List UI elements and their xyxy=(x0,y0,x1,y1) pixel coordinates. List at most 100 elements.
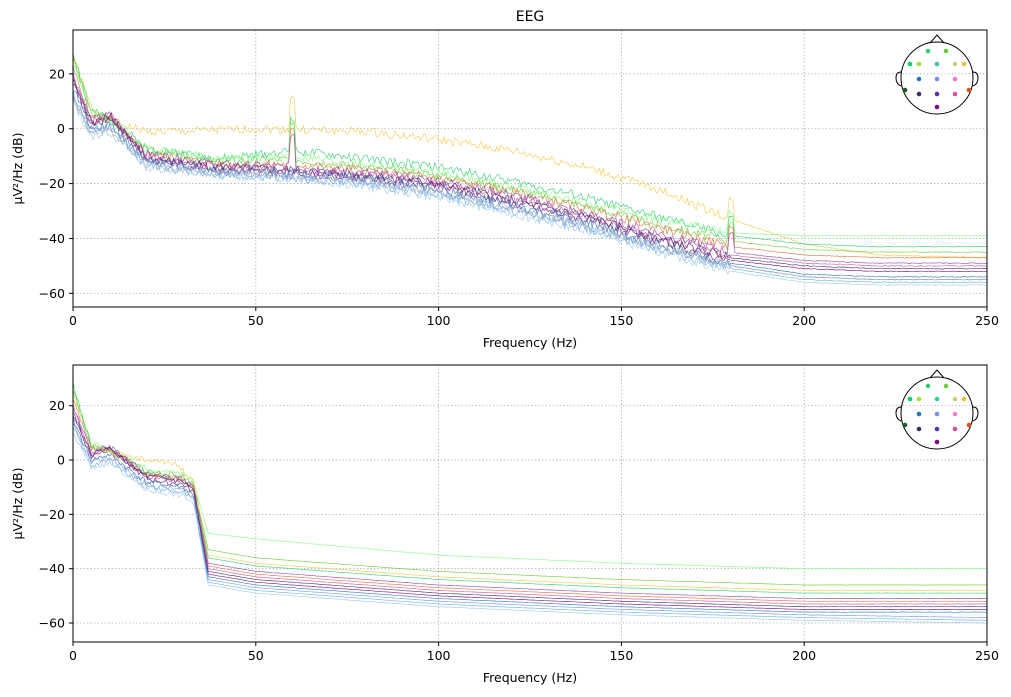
y-tick-label: 0 xyxy=(57,453,65,468)
series-line xyxy=(73,93,987,284)
sensor-dot xyxy=(934,91,940,97)
sensor-dot xyxy=(916,91,922,97)
sensor-dot xyxy=(916,61,922,67)
sensor-dot xyxy=(952,61,958,67)
y-axis-label: µV²/Hz (dB) xyxy=(10,133,25,205)
x-tick-label: 150 xyxy=(609,313,633,328)
x-tick-label: 0 xyxy=(69,313,77,328)
sensor-head-inset xyxy=(895,34,979,115)
head-ear-right xyxy=(972,71,979,87)
sensor-dot xyxy=(916,411,922,417)
x-tick-label: 50 xyxy=(248,648,264,663)
series-group xyxy=(73,381,987,624)
series-line xyxy=(73,79,987,270)
x-tick-label: 100 xyxy=(427,648,451,663)
series-line xyxy=(73,91,987,278)
axes-frame xyxy=(72,29,988,308)
x-tick-label: 150 xyxy=(609,648,633,663)
head-outline xyxy=(900,41,974,115)
sensor-dot xyxy=(952,411,958,417)
head-nose xyxy=(929,369,945,379)
series-line xyxy=(73,89,987,281)
head-nose xyxy=(929,34,945,44)
x-tick-label: 0 xyxy=(69,648,77,663)
sensor-dot xyxy=(907,396,913,402)
x-tick-label: 50 xyxy=(248,313,264,328)
y-tick-label: −40 xyxy=(39,561,65,576)
series-line xyxy=(73,404,987,600)
sensor-dot xyxy=(934,439,940,445)
series-line xyxy=(73,432,987,624)
y-tick-label: 20 xyxy=(49,398,65,413)
x-axis-label: Frequency (Hz) xyxy=(483,670,577,685)
sensor-dot xyxy=(934,61,940,67)
sensor-dot xyxy=(934,76,940,82)
series-line xyxy=(73,52,987,248)
sensor-dot xyxy=(934,396,940,402)
series-line xyxy=(73,58,987,253)
sensor-dot xyxy=(925,48,931,54)
y-tick-label: −60 xyxy=(39,286,65,301)
sensor-dot xyxy=(961,396,967,402)
series-line xyxy=(73,84,987,273)
sensor-dot xyxy=(943,48,949,54)
series-line xyxy=(73,422,987,618)
sensor-dot xyxy=(916,396,922,402)
sensor-dot xyxy=(925,383,931,389)
series-line xyxy=(73,65,987,237)
sensor-dot xyxy=(952,396,958,402)
sensor-dot xyxy=(902,87,908,93)
y-tick-label: 0 xyxy=(57,121,65,136)
sensor-dot xyxy=(952,76,958,82)
sensor-dot xyxy=(966,87,972,93)
x-tick-label: 200 xyxy=(792,313,816,328)
series-line xyxy=(73,412,987,608)
head-ear-left xyxy=(895,71,902,87)
sensor-dot xyxy=(934,104,940,110)
series-line xyxy=(73,76,987,267)
sensor-dot xyxy=(902,422,908,428)
figure-title: EEG xyxy=(516,9,545,25)
series-line xyxy=(73,426,987,621)
series-line xyxy=(73,415,987,610)
head-ear-right xyxy=(972,406,979,422)
series-line xyxy=(73,394,987,591)
sensor-dot xyxy=(961,61,967,67)
series-line xyxy=(73,408,987,605)
x-axis-label: Frequency (Hz) xyxy=(483,335,577,350)
series-line xyxy=(73,99,987,281)
sensor-head-inset xyxy=(895,369,979,450)
series-line xyxy=(73,389,987,570)
y-tick-label: −40 xyxy=(39,231,65,246)
head-outline xyxy=(900,376,974,450)
y-tick-label: −20 xyxy=(39,176,65,191)
sensor-dot xyxy=(934,411,940,417)
series-line xyxy=(73,71,987,264)
series-line xyxy=(73,56,987,258)
series-line xyxy=(73,416,987,613)
sensor-dot xyxy=(943,383,949,389)
x-tick-label: 100 xyxy=(427,313,451,328)
series-line xyxy=(73,381,987,594)
x-tick-label: 200 xyxy=(792,648,816,663)
axes-frame xyxy=(72,364,988,643)
y-axis-label: µV²/Hz (dB) xyxy=(10,468,25,540)
x-tick-label: 250 xyxy=(975,648,999,663)
y-tick-label: −20 xyxy=(39,507,65,522)
sensor-dot xyxy=(966,422,972,428)
y-tick-label: 20 xyxy=(49,66,65,81)
sensor-dot xyxy=(907,61,913,67)
head-ear-left xyxy=(895,406,902,422)
series-group xyxy=(73,52,987,286)
sensor-dot xyxy=(916,426,922,432)
series-line xyxy=(73,100,987,286)
sensor-dot xyxy=(952,426,958,432)
sensor-dot xyxy=(934,426,940,432)
x-tick-label: 250 xyxy=(975,313,999,328)
sensor-dot xyxy=(916,76,922,82)
sensor-dot xyxy=(952,91,958,97)
